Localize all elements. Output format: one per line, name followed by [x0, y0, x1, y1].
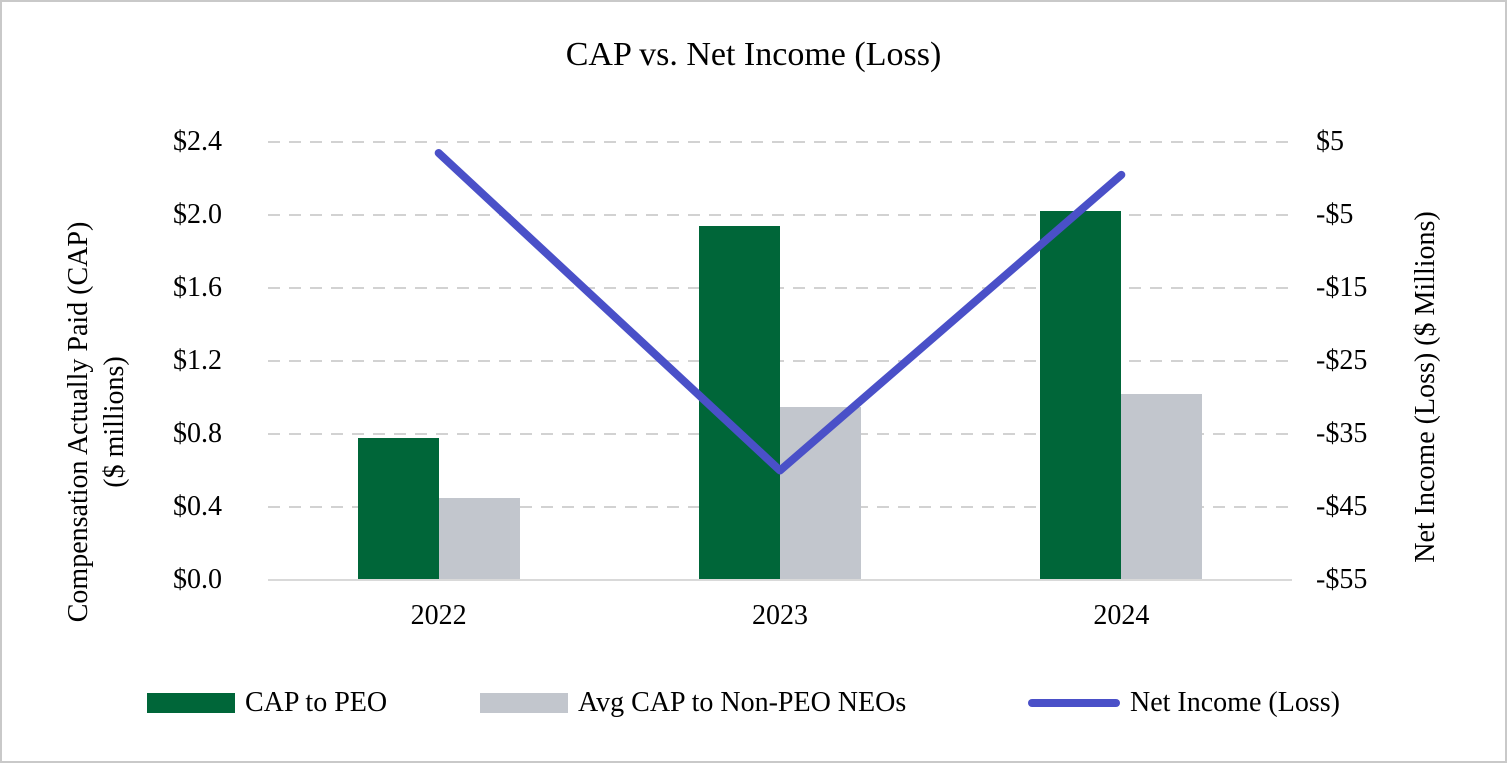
bar-2024-cap-to-peo: [1040, 211, 1122, 580]
right-axis-tick-label: -$5: [1316, 199, 1354, 230]
legend-item-cap-to-peo: CAP to PEO: [147, 686, 387, 720]
x-axis-label-2022: 2022: [410, 600, 467, 631]
legend-label-avg-cap: Avg CAP to Non-PEO NEOs: [578, 687, 907, 718]
legend-item-net-income: Net Income (Loss): [1028, 686, 1340, 720]
left-axis-tick-label: $0.4: [173, 491, 222, 522]
gridline: [268, 141, 1292, 143]
legend-swatch-avg-cap: [480, 693, 568, 713]
x-axis-label-2023: 2023: [752, 600, 808, 631]
legend-item-avg-cap: Avg CAP to Non-PEO NEOs: [480, 686, 906, 720]
right-tick-labels: $5 -$5 -$15 -$25 -$35 -$45 -$55: [1316, 127, 1446, 595]
gridline: [268, 360, 1292, 362]
plot-area: 2022 2023 2024: [268, 141, 1292, 631]
x-axis-label-2024: 2024: [1093, 600, 1150, 631]
left-axis-tick-label: $0.0: [173, 564, 222, 595]
bar-2022-avg-cap-non-peo-neos: [438, 497, 520, 580]
right-axis-tick-label: -$55: [1316, 564, 1368, 595]
x-axis-line: [268, 579, 1292, 581]
left-axis-title-line1: Compensation Actually Paid (CAP): [63, 221, 94, 623]
legend-label-net-income: Net Income (Loss): [1130, 687, 1340, 718]
right-axis-tick-label: -$35: [1316, 418, 1368, 449]
legend-swatch-cap-to-peo: [147, 693, 235, 713]
gridline: [268, 214, 1292, 216]
left-axis-tick-label: $1.6: [173, 272, 222, 303]
legend-swatch-net-income: [1028, 699, 1120, 707]
left-tick-labels: $2.4 $2.0 $1.6 $1.2 $0.8 $0.4 $0.0: [120, 127, 222, 595]
left-axis-tick-label: $2.0: [173, 199, 222, 230]
right-axis-tick-label: $5: [1316, 126, 1344, 157]
bars-layer: [268, 142, 1292, 580]
right-axis-tick-label: -$45: [1316, 491, 1368, 522]
bar-2022-cap-to-peo: [357, 437, 439, 580]
x-axis-labels: 2022 2023 2024: [268, 580, 1292, 631]
net-income-line: [434, 149, 1126, 475]
left-axis-tick-label: $0.8: [173, 418, 222, 449]
legend-label-cap-to-peo: CAP to PEO: [245, 687, 388, 718]
chart-title: CAP vs. Net Income (Loss): [565, 36, 942, 73]
gridline: [268, 287, 1292, 289]
left-axis-tick-label: $1.2: [173, 345, 222, 376]
right-axis-tick-label: -$25: [1316, 345, 1368, 376]
legend: CAP to PEO Avg CAP to Non-PEO NEOs Net I…: [2, 686, 1505, 720]
bar-2024-avg-cap-non-peo-neos: [1121, 393, 1203, 580]
right-axis-tick-label: -$15: [1316, 272, 1368, 303]
net-income-line-layer: [434, 149, 1126, 475]
left-axis-tick-label: $2.4: [173, 126, 222, 157]
